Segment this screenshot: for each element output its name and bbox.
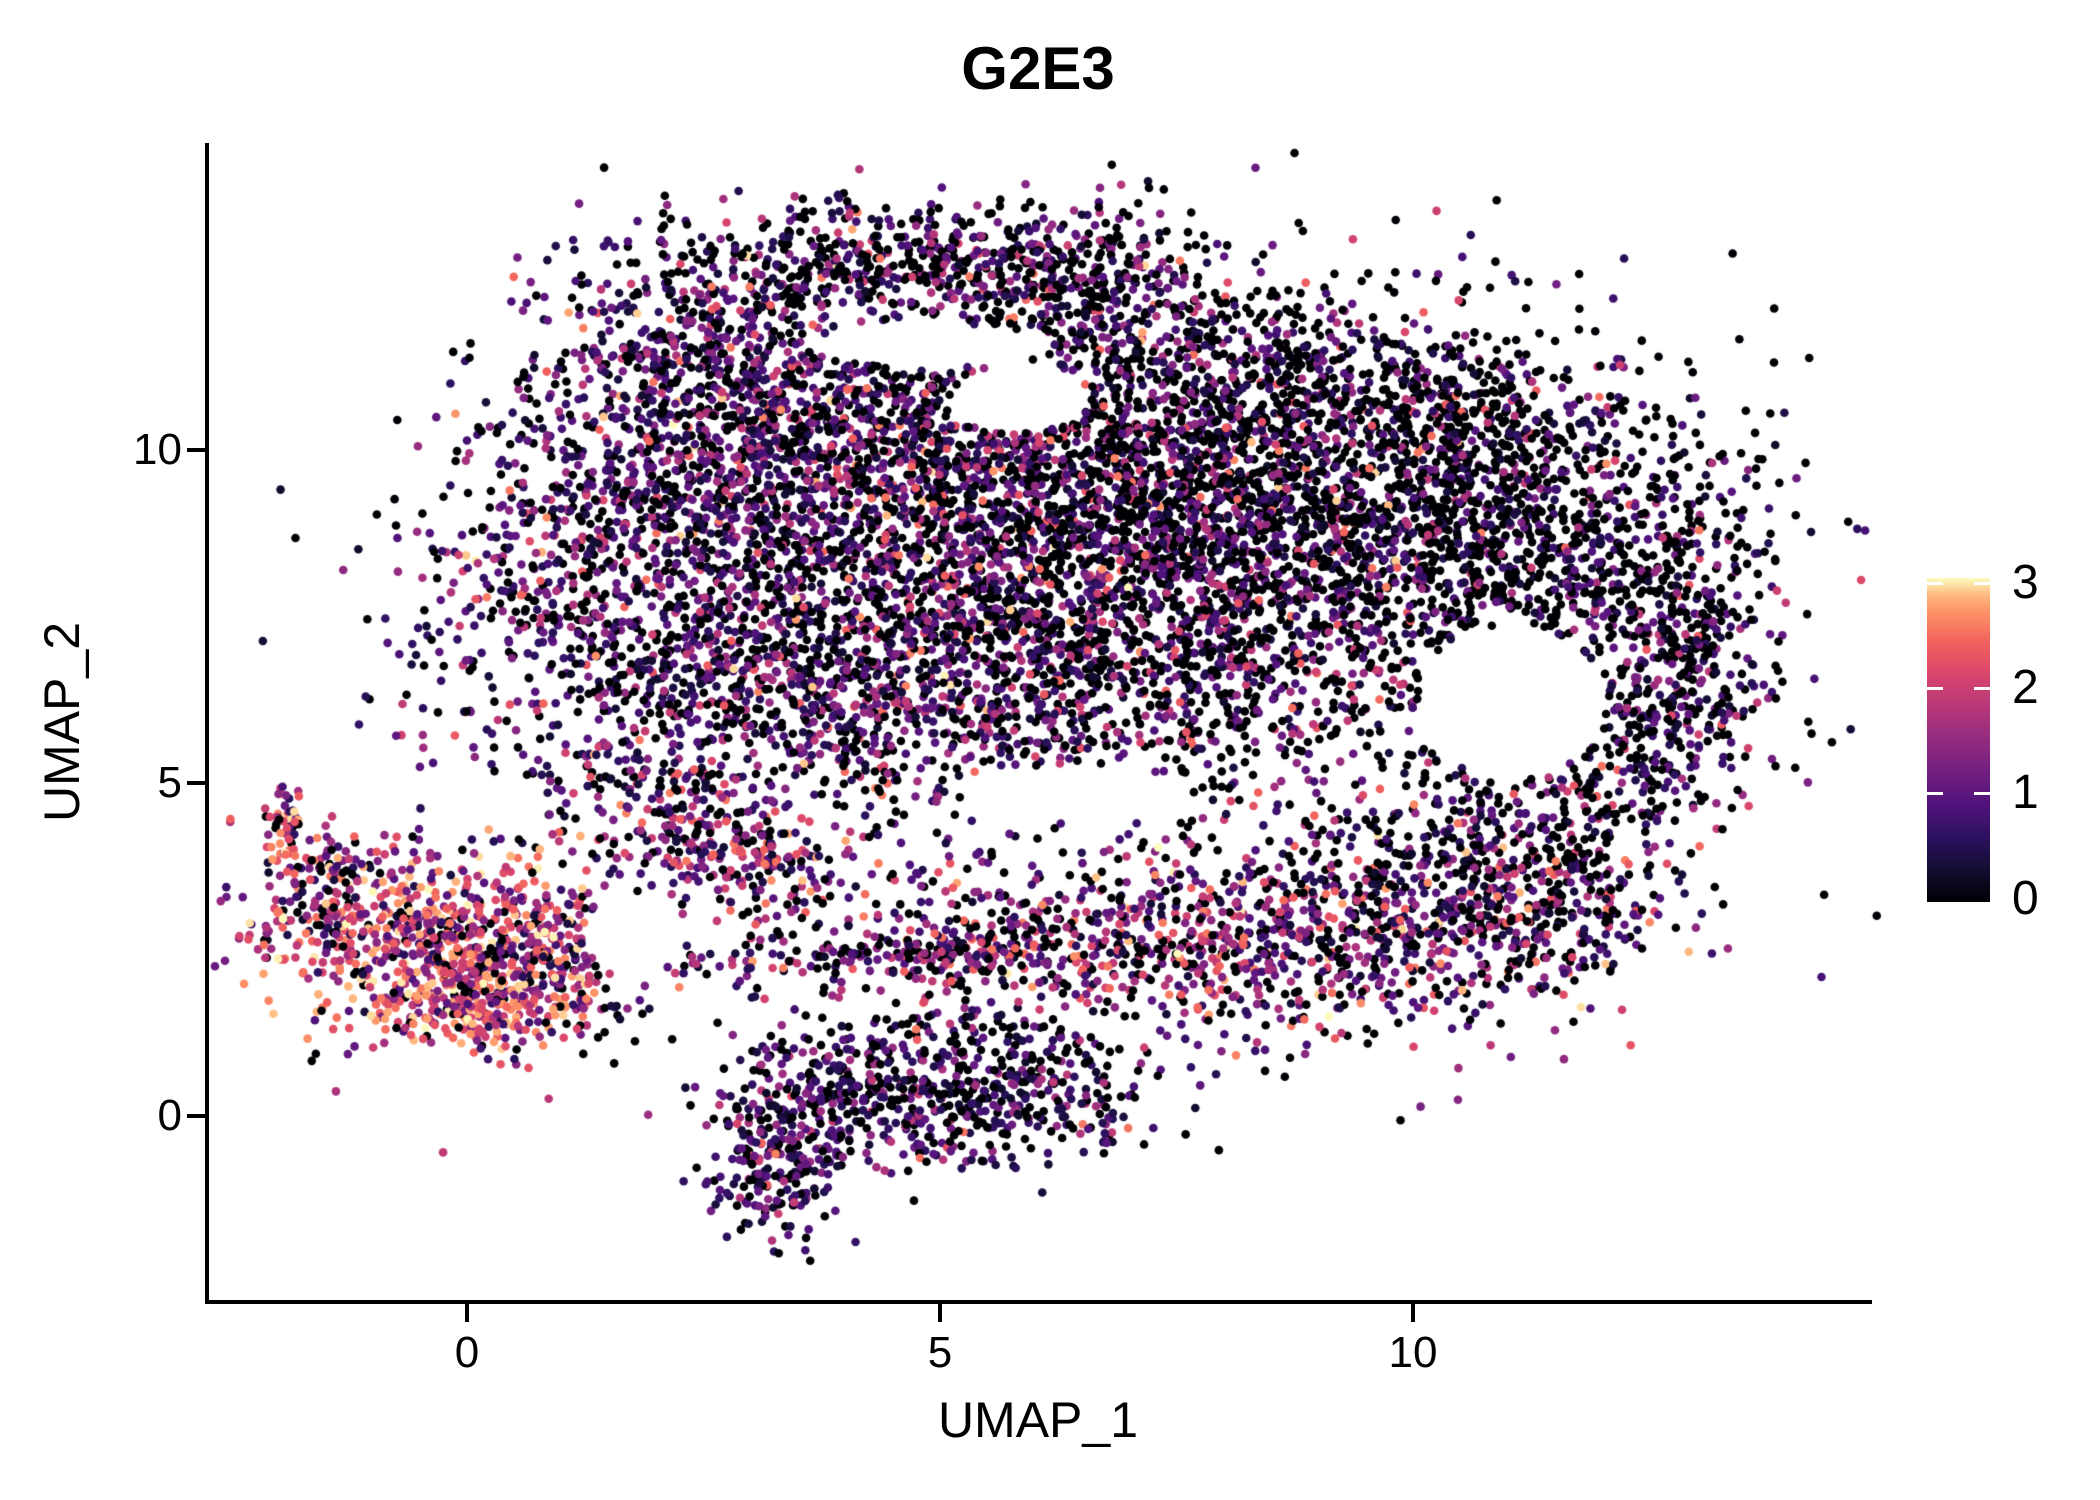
colorbar-tick-1-right [1974,792,1990,795]
colorbar-tick-2-left [1927,687,1943,690]
y-tick-label-0: 0 [157,1091,182,1140]
x-tick-label-10: 10 [1388,1328,1438,1377]
x-axis-line [205,1300,1872,1304]
y-axis-title: UMAP_2 [34,621,90,823]
x-tick-label-0: 0 [454,1328,480,1377]
y-tick-mark-10 [187,448,205,452]
colorbar-tick-3-left [1927,582,1943,585]
colorbar-label-0: 0 [2012,872,2039,925]
x-tick-mark-5 [938,1304,942,1322]
colorbar-tick-3-right [1974,582,1990,585]
x-axis-title: UMAP_1 [937,1392,1139,1448]
colorbar-label-3: 3 [2012,556,2039,609]
y-tick-mark-0 [187,1114,205,1118]
y-tick-mark-5 [187,781,205,785]
colorbar-tick-1-left [1927,792,1943,795]
colorbar-gradient [1927,578,1990,902]
plot-title: G2E3 [961,35,1115,102]
x-tick-mark-10 [1411,1304,1415,1322]
x-tick-label-5: 5 [927,1328,953,1377]
y-tick-label-10: 10 [133,425,182,474]
colorbar-label-1: 1 [2012,766,2039,819]
colorbar-label-2: 2 [2012,661,2039,714]
y-tick-label-5: 5 [157,758,182,807]
colorbar-tick-2-right [1974,687,1990,690]
x-tick-mark-0 [465,1304,469,1322]
y-axis-line [205,143,209,1304]
